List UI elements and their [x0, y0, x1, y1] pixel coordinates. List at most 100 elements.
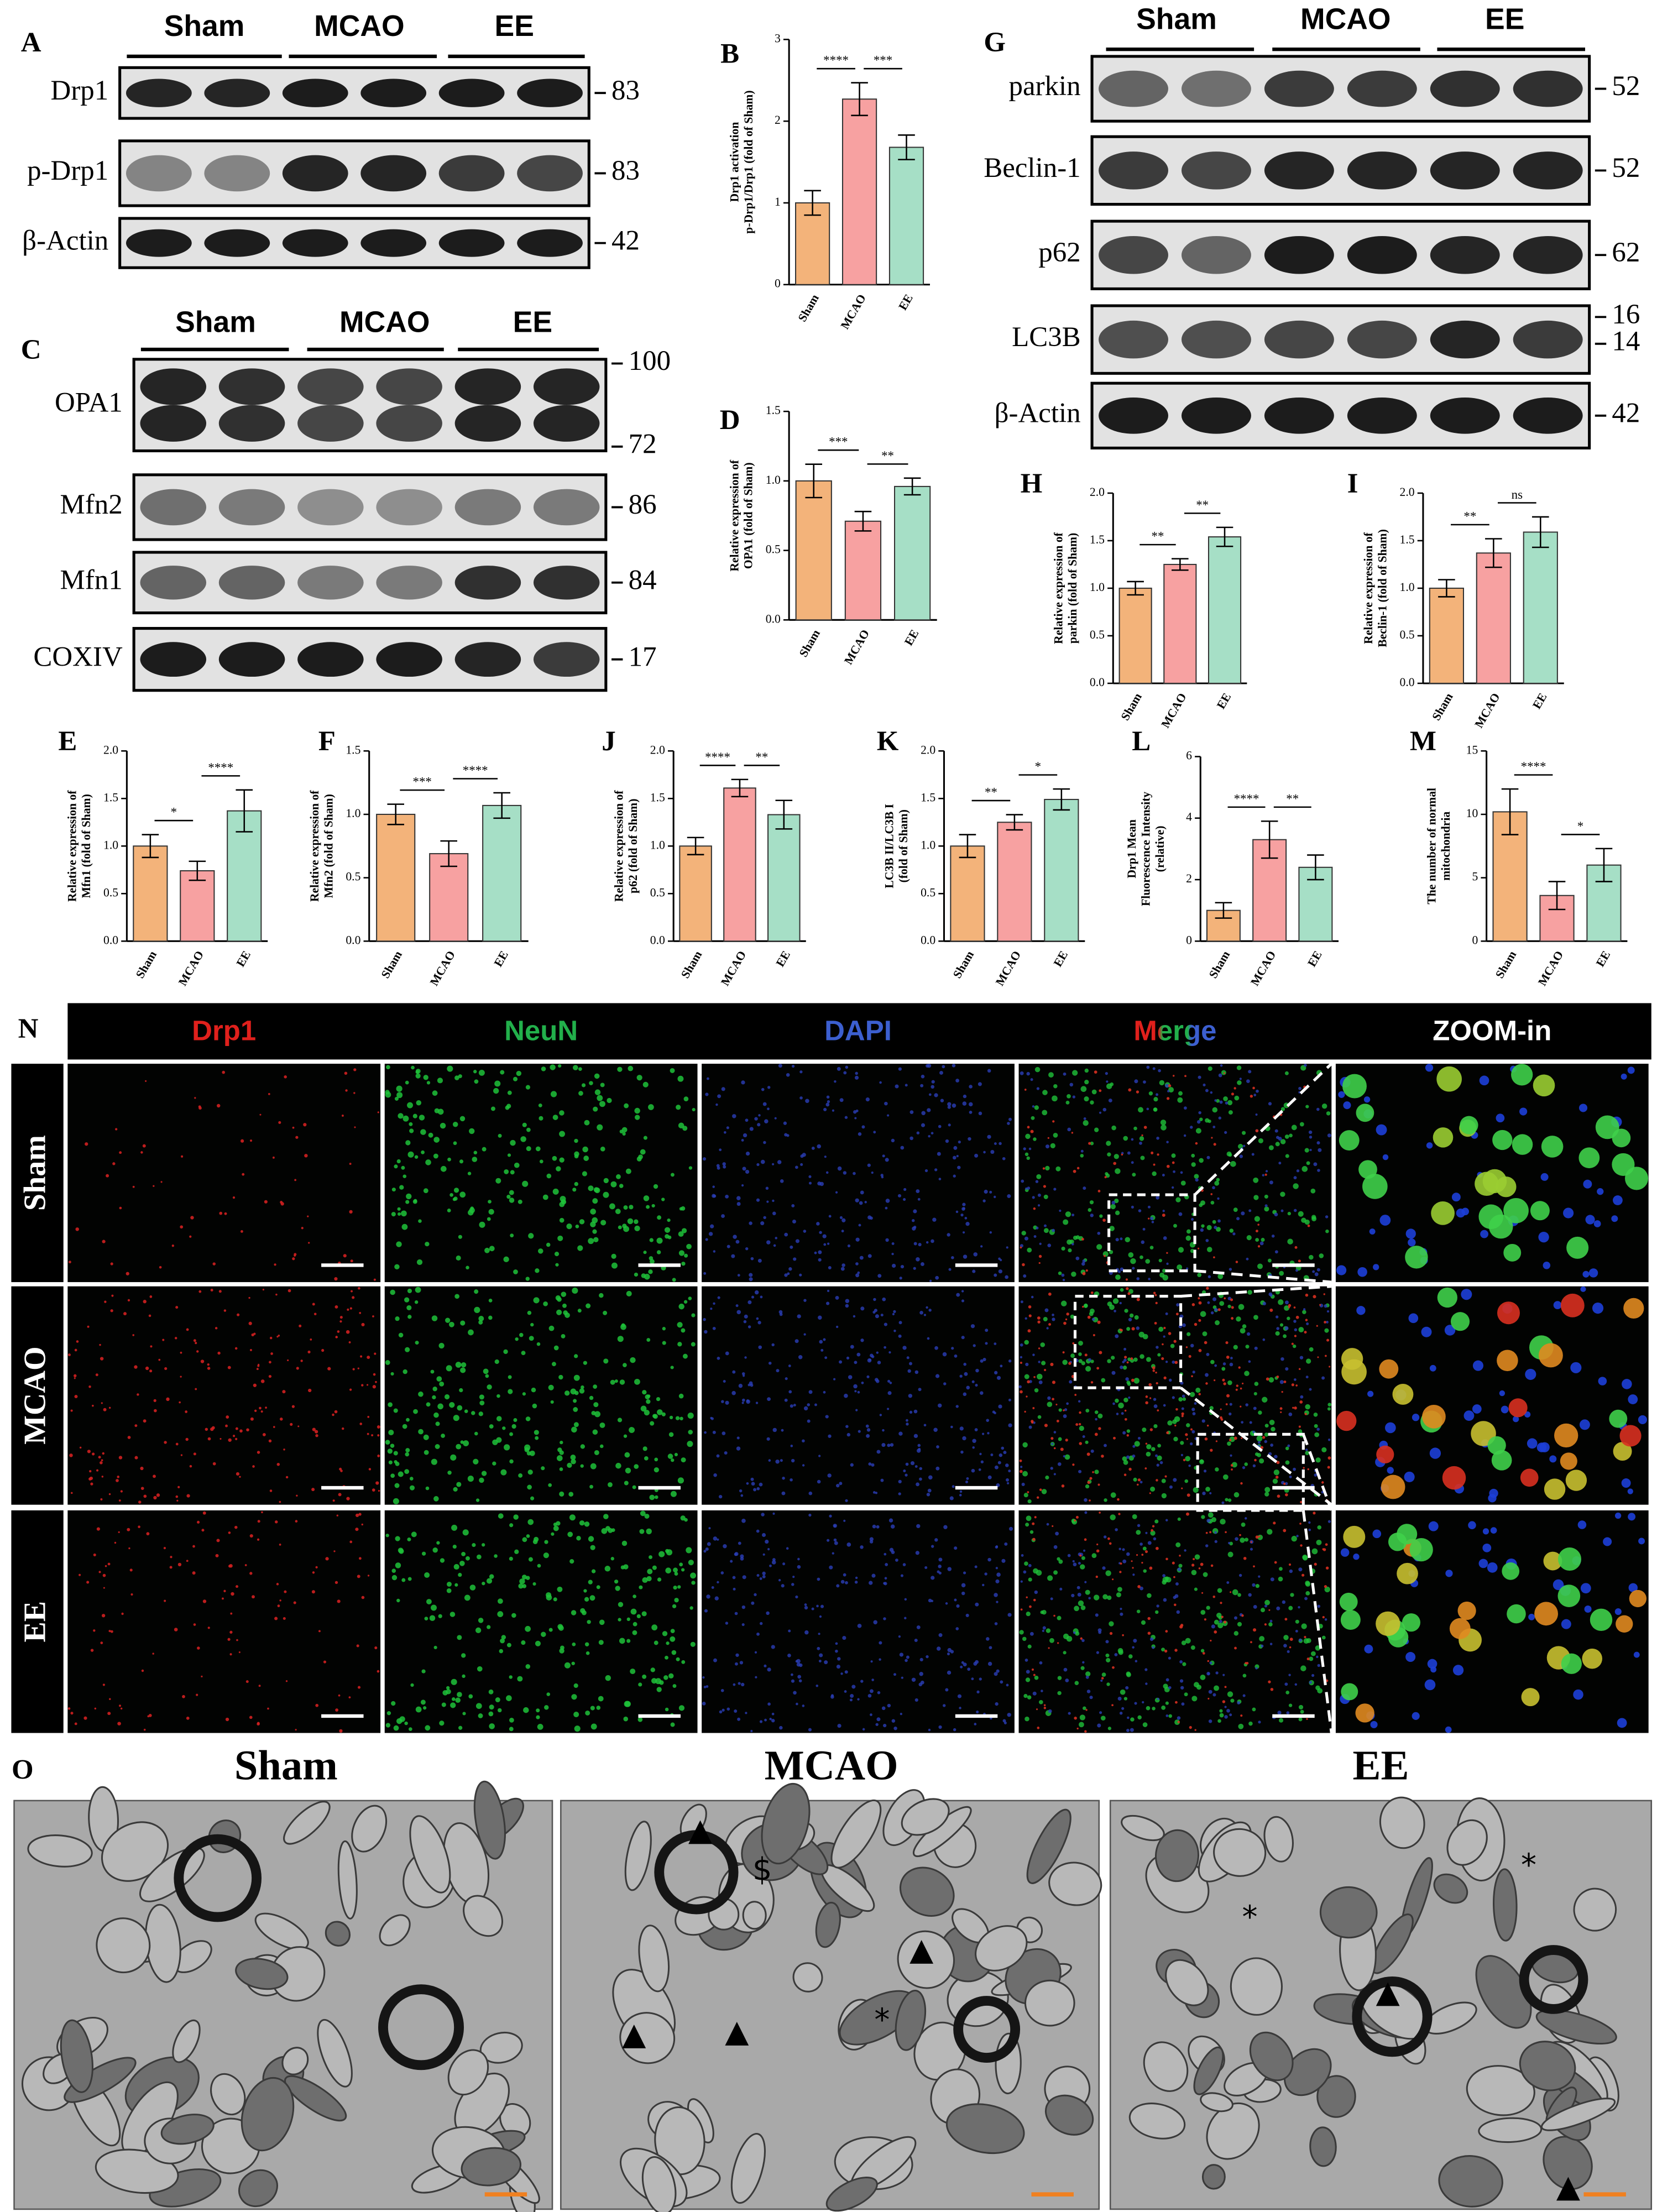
x-tick-label: Sham [796, 292, 822, 324]
cell [102, 1452, 104, 1455]
cell [530, 1496, 535, 1500]
micrograph [384, 1510, 698, 1733]
cell [1376, 1611, 1400, 1636]
cell [1114, 1653, 1118, 1656]
cell [158, 1358, 161, 1361]
cell [405, 1347, 410, 1352]
cell [148, 1314, 151, 1317]
cell [817, 1144, 821, 1149]
cell [1198, 1075, 1201, 1079]
cell [1099, 1214, 1103, 1218]
cell [869, 1537, 874, 1541]
blot-strip [132, 551, 608, 615]
cell [790, 1404, 793, 1408]
cell [1382, 1154, 1389, 1160]
cell [732, 1370, 736, 1374]
cell [726, 1126, 729, 1129]
cell [711, 1586, 714, 1589]
cell [1563, 1207, 1574, 1219]
cell [1283, 1334, 1287, 1338]
cell [377, 1670, 380, 1673]
y-tick-label: 5 [1472, 870, 1478, 883]
cell [686, 1547, 692, 1554]
cell [431, 1458, 437, 1465]
cell [1120, 1365, 1123, 1369]
cell [1298, 1327, 1304, 1332]
cell [354, 1126, 356, 1128]
cell [687, 1412, 694, 1419]
cell [791, 1064, 795, 1068]
cell [482, 1581, 485, 1586]
cell [832, 1109, 835, 1112]
cell [1063, 1455, 1065, 1458]
x-tick-label: MCAO [841, 627, 872, 667]
cell [914, 1698, 918, 1702]
cell [472, 1543, 476, 1547]
cell [429, 1615, 436, 1621]
cell [437, 1403, 443, 1410]
cell [756, 1487, 760, 1491]
cell [1220, 1519, 1226, 1525]
cell [756, 1317, 759, 1320]
cell [1203, 1572, 1208, 1577]
cell [713, 1658, 717, 1662]
cell [670, 1722, 675, 1727]
cell [1311, 1216, 1317, 1222]
cell [837, 1657, 841, 1661]
cell [1178, 1397, 1183, 1402]
cell [879, 1658, 881, 1661]
cell [596, 1585, 600, 1589]
cell [1055, 1404, 1058, 1406]
cell [312, 1427, 316, 1431]
cell [559, 1131, 565, 1137]
cell [1499, 1390, 1506, 1397]
cell [846, 1356, 850, 1359]
cell [440, 1558, 445, 1563]
cell [276, 1336, 279, 1338]
cell [985, 1342, 988, 1345]
cell [474, 1079, 479, 1084]
cell [823, 1243, 827, 1246]
cell [650, 1667, 655, 1672]
cell [553, 1597, 557, 1602]
cell [1148, 1217, 1150, 1220]
cell [994, 1142, 997, 1145]
cell [1162, 1343, 1164, 1346]
cell [1264, 1487, 1271, 1493]
cell [1142, 1701, 1144, 1704]
cell [1083, 1304, 1088, 1308]
cell [1077, 1592, 1081, 1597]
cell [1020, 1580, 1023, 1583]
cell [1291, 1125, 1297, 1131]
cell [1192, 1371, 1195, 1374]
cell [745, 1118, 749, 1122]
cell [781, 1584, 785, 1588]
cell [623, 1716, 629, 1722]
cell [132, 1334, 135, 1336]
cell [884, 1346, 886, 1349]
cell [778, 1310, 783, 1314]
cell [1080, 1666, 1085, 1670]
cell [1004, 1542, 1008, 1546]
cell [1154, 1294, 1157, 1296]
cell [1240, 1405, 1242, 1408]
cell [1177, 1716, 1181, 1720]
cell [1325, 1215, 1329, 1219]
cell [1028, 1425, 1032, 1429]
cell [1063, 1321, 1067, 1325]
cell [1075, 1631, 1080, 1636]
cell [670, 1491, 677, 1497]
cell [416, 1259, 423, 1266]
cell [996, 1376, 1001, 1380]
cell [1566, 1236, 1589, 1259]
cell [668, 1673, 674, 1679]
cell [1156, 1093, 1159, 1096]
cell [488, 1209, 494, 1215]
cell [854, 1361, 858, 1364]
cell [1193, 1558, 1195, 1561]
cell [367, 1356, 370, 1359]
significance-label: ** [1463, 510, 1476, 524]
blot-row-label: Mfn2 [60, 489, 123, 520]
cell [1043, 1316, 1048, 1322]
cell [1029, 1631, 1034, 1636]
